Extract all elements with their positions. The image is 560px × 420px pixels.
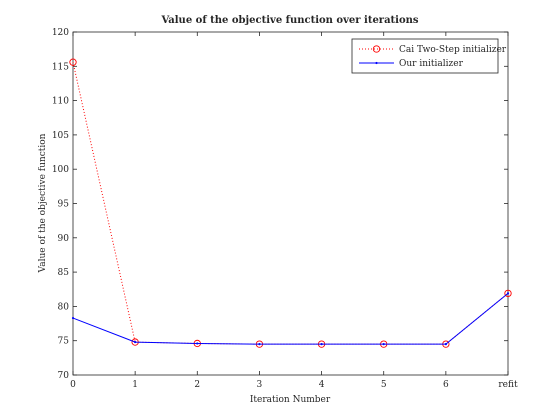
y-tick-label: 100 [52,165,69,175]
series-line-ours [72,292,509,345]
y-tick-label: 75 [58,337,70,347]
series-layer [69,58,512,348]
data-point-cai [504,289,512,298]
legend-marker-ours [375,61,378,65]
data-point-ours [258,343,261,346]
x-tick-label: 4 [319,380,325,390]
data-point-cai [69,58,77,66]
x-tick-label: 0 [70,380,76,390]
y-tick-label: 115 [52,62,69,72]
legend-label-cai: Cai Two-Step initializer [399,45,507,55]
y-tick-label: 90 [58,234,70,244]
legend: Cai Two-Step initializer Our initializer [351,38,507,74]
data-point-ours [506,292,510,295]
y-tick-label: 80 [58,302,70,312]
x-tick-label: refit [498,380,518,390]
data-point-ours [71,316,75,320]
plot-area [72,31,509,376]
data-point-ours [134,340,137,344]
legend-box [351,38,499,74]
data-point-ours [196,342,199,345]
x-tick-label: 5 [381,380,387,390]
chart-title: Value of the objective function over ite… [160,15,418,26]
x-axis-ticks: 0 1 2 3 4 5 6 refit [70,32,518,390]
y-tick-label: 120 [52,28,69,38]
y-tick-label: 85 [58,268,70,278]
legend-label-ours: Our initializer [399,59,464,69]
legend-marker-cai [372,45,381,53]
data-point-ours [382,343,385,346]
x-tick-label: 6 [443,380,449,390]
x-tick-label: 1 [132,380,138,390]
y-tick-label: 110 [52,97,69,107]
y-tick-label: 105 [52,131,69,141]
data-point-ours [444,343,447,346]
x-tick-label: 3 [257,380,263,390]
y-axis-label: Value of the objective function [38,133,48,273]
x-tick-label: 2 [194,380,200,390]
y-axis-ticks: 70 75 80 85 90 95 100 105 110 115 120 [52,28,508,381]
data-point-ours [320,343,323,346]
x-axis-label: Iteration Number [250,395,331,405]
y-tick-label: 70 [58,371,70,381]
y-tick-label: 95 [58,200,70,210]
